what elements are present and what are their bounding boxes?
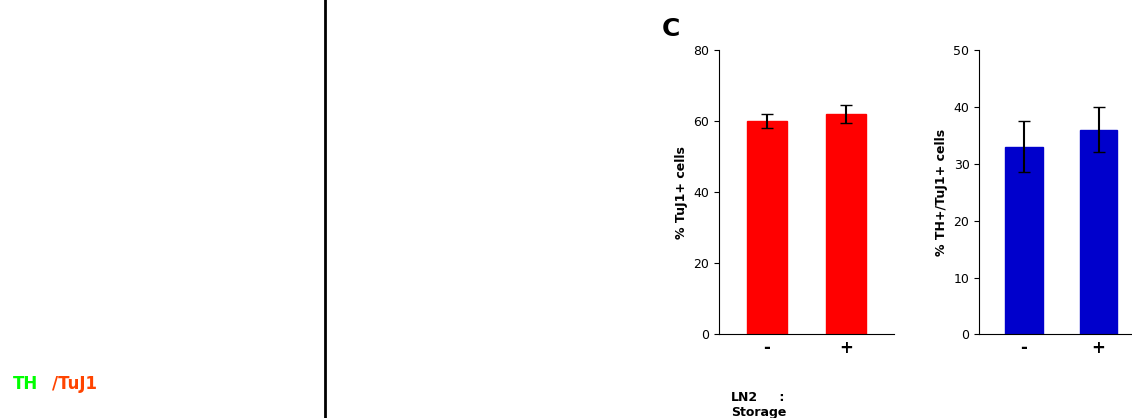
Text: TH: TH bbox=[14, 375, 38, 393]
Text: /TuJ1: /TuJ1 bbox=[52, 375, 97, 393]
Text: :: : bbox=[774, 391, 788, 404]
Text: b: b bbox=[338, 13, 354, 33]
Bar bbox=[747, 121, 787, 334]
Bar bbox=[1080, 130, 1117, 334]
Text: LN2
Storage: LN2 Storage bbox=[731, 391, 786, 418]
Text: a: a bbox=[14, 13, 28, 33]
Y-axis label: % TuJ1+ cells: % TuJ1+ cells bbox=[675, 146, 687, 239]
Text: C: C bbox=[662, 17, 680, 41]
Text: LN2 storage –: LN2 storage – bbox=[97, 13, 215, 28]
Bar bbox=[826, 114, 866, 334]
Bar bbox=[1005, 147, 1043, 334]
Y-axis label: % TH+/TuJ1+ cells: % TH+/TuJ1+ cells bbox=[935, 129, 947, 256]
Text: LN2 storage +: LN2 storage + bbox=[391, 13, 513, 28]
